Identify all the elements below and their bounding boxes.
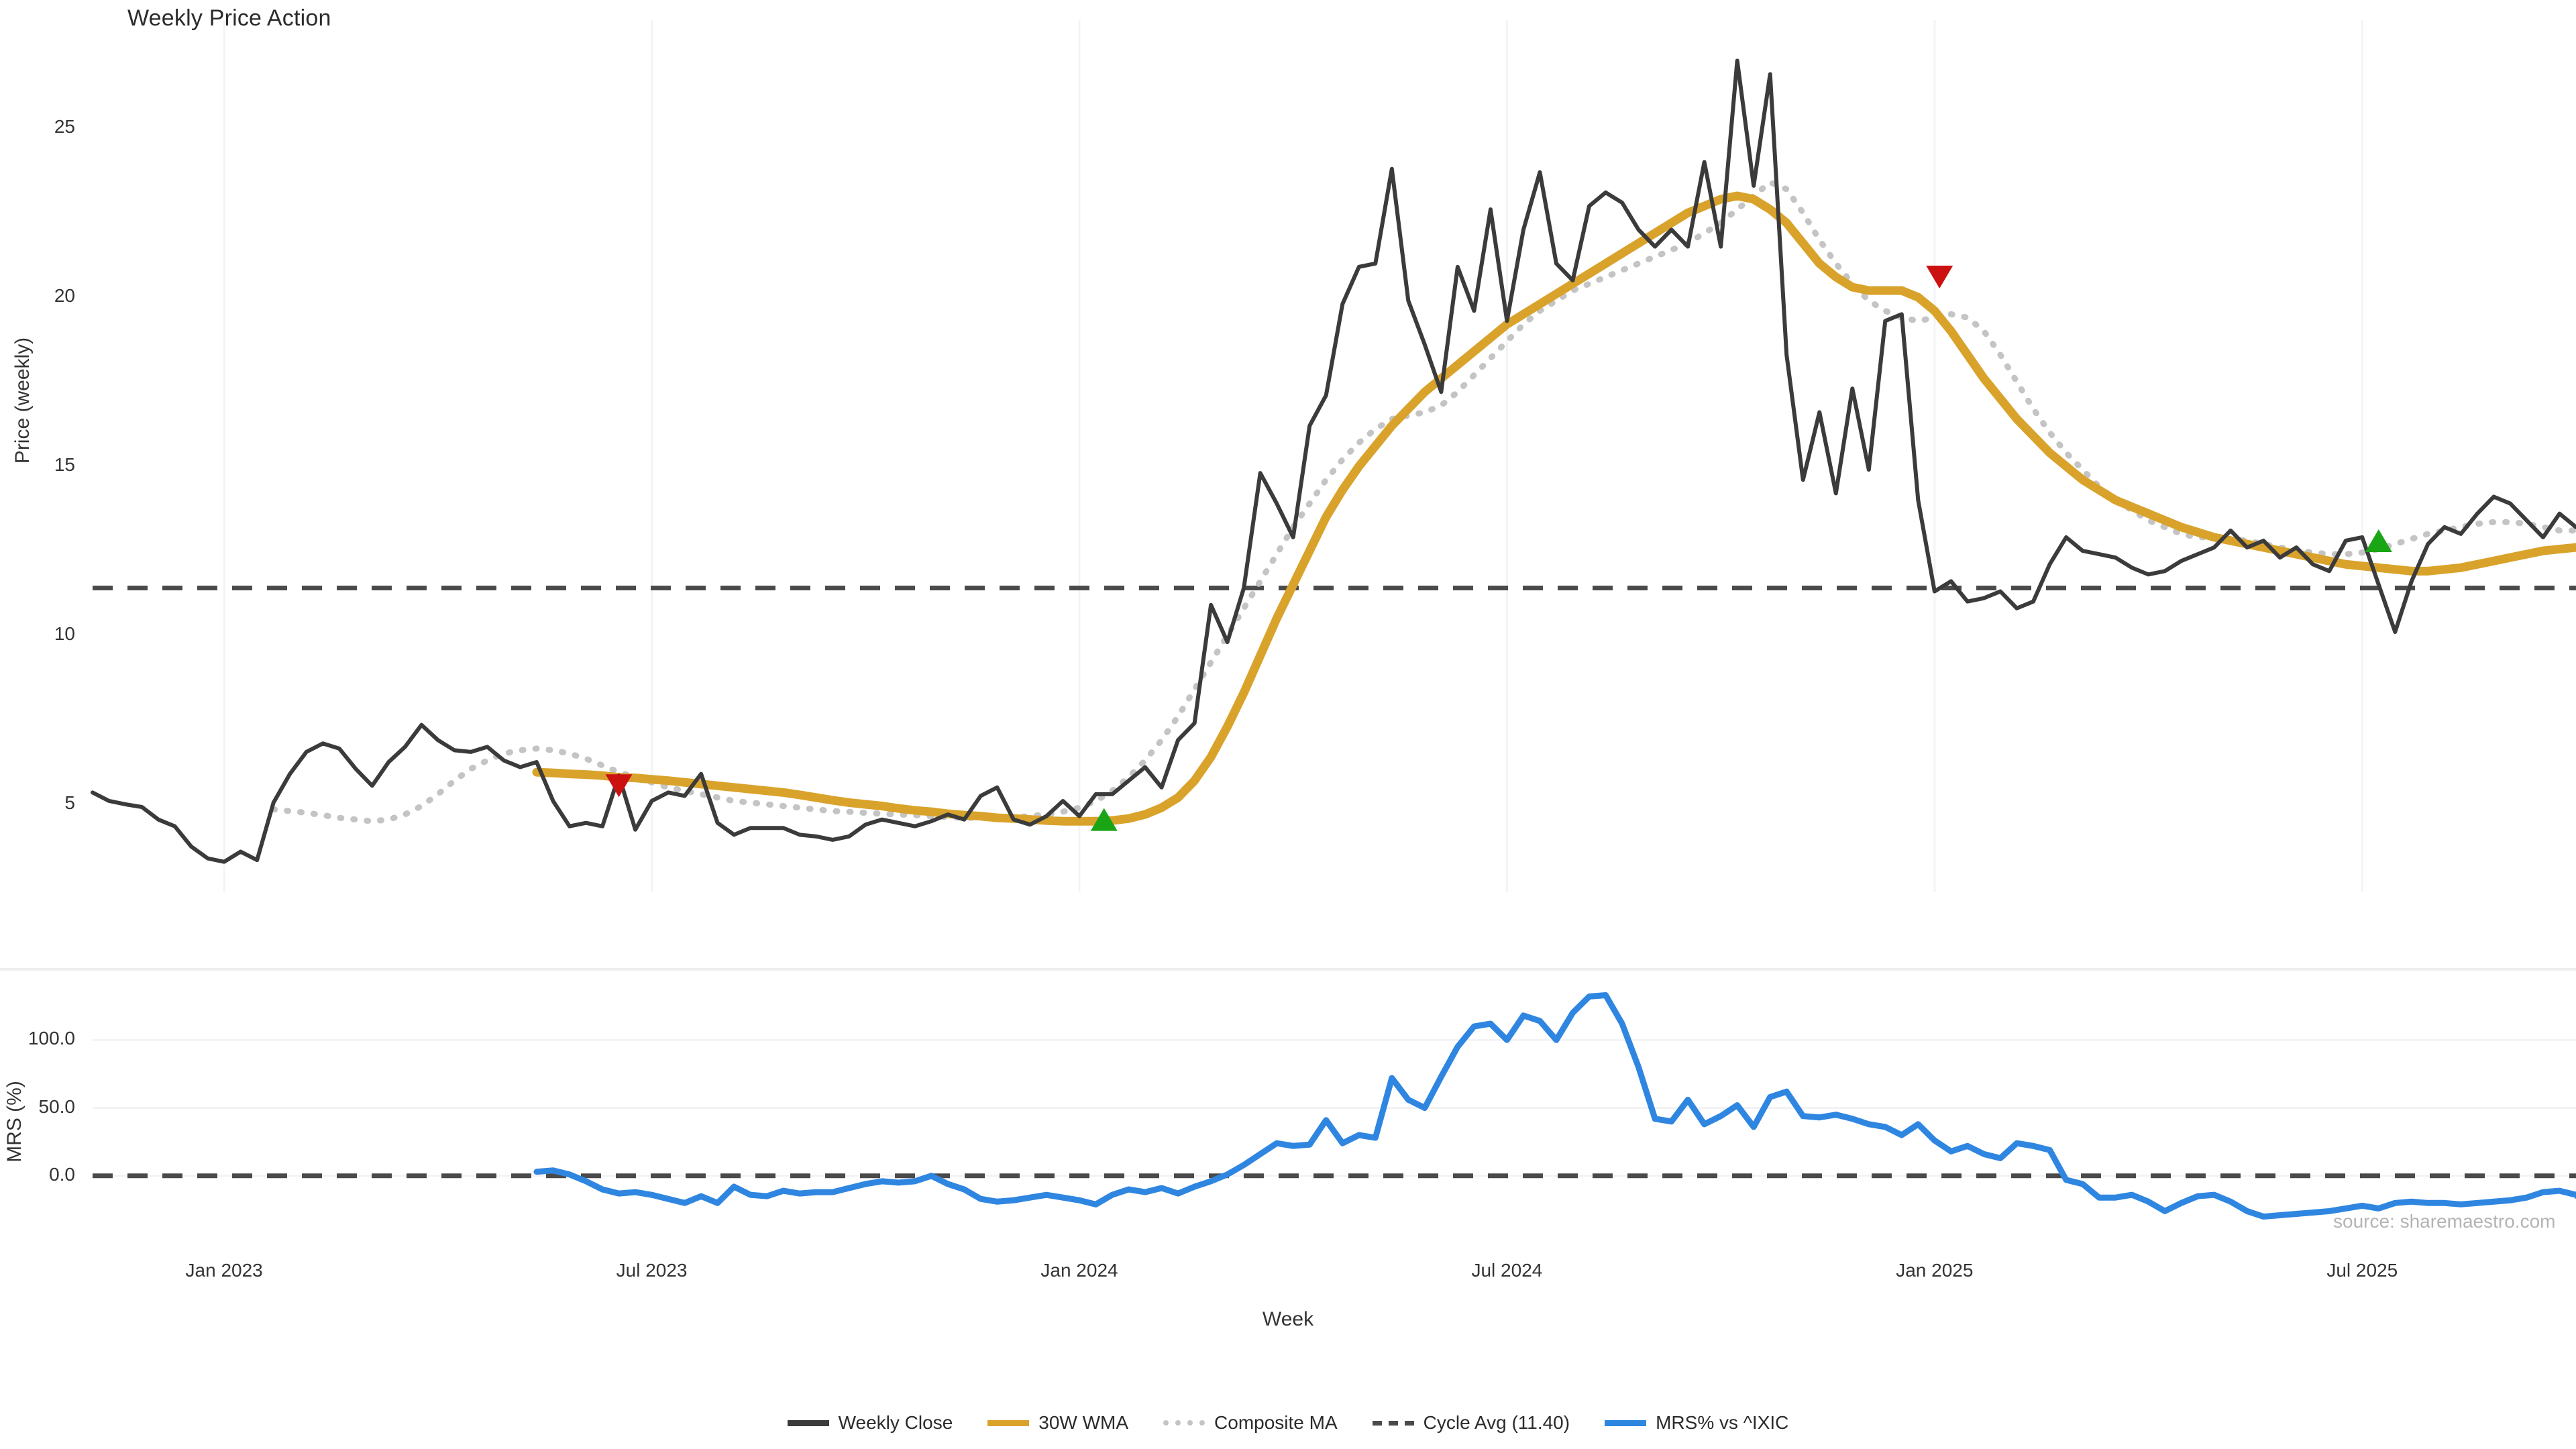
buy-marker-2-icon [2365, 529, 2392, 552]
mrs-y-tick-0.0: 0.0 [49, 1163, 75, 1185]
legend-item-0[interactable]: Weekly Close [787, 1412, 953, 1434]
legend-item-1[interactable]: 30W WMA [987, 1412, 1128, 1434]
mrs-plot-area [0, 968, 2576, 1220]
price-y-tick-10: 10 [54, 623, 75, 645]
wma30-line [532, 191, 2576, 826]
source-watermark: source: sharemaestro.com [2333, 1211, 2556, 1232]
mrs-chart-panel [0, 959, 2576, 1248]
legend-swatch-icon-4 [1605, 1419, 1647, 1426]
x-tick-jul-2024: Jul 2024 [1471, 1260, 1543, 1281]
composite-ma-line [270, 179, 2576, 824]
x-axis-label: Week [1262, 1308, 1314, 1330]
legend-item-3[interactable]: Cycle Avg (11.40) [1372, 1412, 1570, 1434]
legend-label-4: MRS% vs ^IXIC [1656, 1412, 1789, 1433]
mrs-y-tick-50.0: 50.0 [38, 1095, 76, 1117]
x-tick-jul-2023: Jul 2023 [616, 1260, 688, 1281]
chart-legend: Weekly Close 30W WMA Composite MA Cycle Avg… [0, 1412, 2576, 1434]
legend-label-0: Weekly Close [838, 1412, 953, 1433]
legend-swatch-icon-0 [787, 1419, 829, 1426]
legend-item-4[interactable]: MRS% vs ^IXIC [1605, 1412, 1788, 1434]
mrs-line [533, 991, 2576, 1220]
price-y-tick-20: 20 [54, 285, 75, 307]
weekly-close-line [91, 58, 2576, 864]
x-tick-jan-2023: Jan 2023 [185, 1260, 263, 1281]
price-y-tick-5: 5 [64, 792, 75, 813]
x-tick-jan-2024: Jan 2024 [1040, 1260, 1118, 1281]
price-y-tick-25: 25 [54, 116, 75, 138]
legend-swatch-icon-1 [987, 1419, 1030, 1426]
x-tick-jan-2025: Jan 2025 [1896, 1260, 1974, 1281]
legend-swatch-icon-2 [1163, 1420, 1205, 1426]
legend-label-1: 30W WMA [1038, 1412, 1129, 1433]
price-y-tick-15: 15 [54, 454, 75, 476]
price-plot-area [91, 20, 2576, 892]
buy-marker-1-icon [1090, 808, 1118, 831]
price-chart-panel [91, 20, 2576, 892]
sell-marker-1-icon [605, 774, 633, 798]
x-tick-jul-2025: Jul 2025 [2326, 1260, 2398, 1281]
legend-item-2[interactable]: Composite MA [1163, 1412, 1338, 1434]
legend-swatch-icon-3 [1372, 1420, 1414, 1426]
page-title: Weekly Price Action [127, 5, 331, 31]
sell-marker-2-icon [1926, 265, 1953, 288]
legend-label-3: Cycle Avg (11.40) [1423, 1412, 1570, 1433]
legend-label-2: Composite MA [1214, 1412, 1338, 1433]
mrs-y-tick-100.0: 100.0 [28, 1028, 75, 1049]
